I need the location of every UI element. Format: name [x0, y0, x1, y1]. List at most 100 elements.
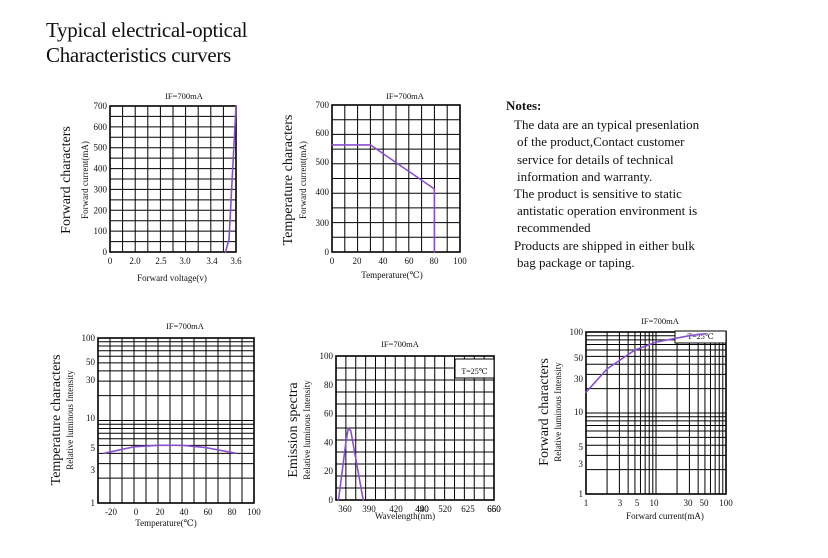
x-tick-label: 80	[430, 256, 440, 266]
y-tick-label: 700	[94, 101, 108, 111]
x-tick-label: 80	[228, 507, 238, 517]
data-point	[606, 368, 608, 370]
y-tick-label: 10	[86, 413, 96, 423]
y-tick-label: 0	[325, 247, 330, 257]
y-axis-label-sub: Relative luminous Intensity	[65, 370, 75, 470]
y-tick-label: 10	[574, 407, 584, 417]
x-tick-label: 60	[204, 507, 214, 517]
x-tick-label: 625	[461, 504, 475, 514]
y-tick-label: 3	[91, 465, 96, 475]
annotation-box	[454, 358, 495, 379]
note-line: of the product,Contact customer	[517, 134, 685, 150]
note-line: service for details of technical	[517, 151, 674, 167]
chart-title: IF=700mA	[381, 339, 420, 349]
y-tick-label: 50	[574, 353, 584, 363]
y-axis-label-sub: Relative luminous Intensity	[553, 362, 563, 462]
y-axis-label-main: Emission spectra	[286, 382, 301, 478]
data-point	[235, 452, 237, 454]
series-line	[332, 144, 436, 252]
chart-5: T=25℃ 1 3 5 10 30 50 100 1 3 5 10 30 50 100 IF=700mA For…	[537, 316, 733, 521]
note-line: recommended	[517, 220, 591, 236]
x-tick-label: 1	[584, 498, 589, 508]
data-point	[350, 430, 352, 432]
y-tick-label: 1	[579, 489, 584, 499]
chart-3: -20 0 20 40 60 80 100 1 3 5 10 30 50 100 IF=700mA Tempe…	[49, 321, 261, 528]
plot-frame	[585, 331, 727, 495]
data-point	[331, 144, 333, 146]
y-tick-label: 30	[86, 375, 96, 385]
y-tick-label: 50	[86, 357, 96, 367]
y-axis-label-main: Forward characters	[59, 126, 74, 234]
x-tick-label: 5	[635, 498, 640, 508]
data-point	[585, 391, 587, 393]
notes-panel: Notes: The data are an typical presenlat…	[506, 97, 806, 271]
x-tick-label: 10	[650, 498, 660, 508]
y-tick-label: 100	[570, 327, 584, 337]
y-tick-label: 700	[316, 100, 330, 110]
x-tick-label: 0	[330, 256, 335, 266]
notes-lines: The data are an typical presenlation of t…	[506, 116, 806, 271]
x-axis-label: Forward current(mA)	[626, 511, 704, 521]
x-tick-label: 390	[362, 504, 376, 514]
y-tick-label: 5	[91, 443, 96, 453]
y-tick-label: 80	[324, 380, 334, 390]
data-point	[157, 444, 159, 446]
y-tick-label: 100	[94, 226, 108, 236]
plot-frame	[97, 337, 255, 504]
x-tick-label: 3	[618, 498, 623, 508]
x-tick-label: 20	[156, 507, 166, 517]
data-point	[228, 238, 230, 241]
x-axis-label: Temperature(℃)	[361, 270, 422, 280]
note-line: information and warranty.	[517, 168, 653, 184]
x-axis-label: Wavelength(nm)	[375, 511, 435, 521]
y-axis-label-main: Temperature characters	[281, 115, 296, 246]
y-tick-label: 300	[94, 184, 108, 194]
grid	[97, 337, 255, 504]
chart-title: IF=700mA	[386, 91, 425, 101]
y-tick-label: 5	[579, 442, 584, 452]
data-point	[133, 446, 135, 448]
x-tick-label: 60	[405, 256, 415, 266]
y-tick-label: 400	[316, 187, 330, 197]
x-tick-label: 650	[487, 504, 501, 514]
page-heading-line1: Typical electrical-optical	[46, 18, 248, 42]
data-point	[337, 499, 340, 501]
y-tick-label: 0	[329, 495, 334, 505]
y-tick-label: 300	[316, 218, 330, 228]
y-tick-label: 500	[94, 143, 108, 153]
y-tick-label: 20	[324, 466, 334, 476]
data-point	[103, 452, 105, 454]
data-point	[362, 499, 364, 501]
y-tick-label: 600	[316, 128, 330, 138]
y-tick-label: 100	[320, 351, 334, 361]
y-tick-label: 400	[94, 164, 108, 174]
chart-title: IF=700mA	[641, 316, 680, 326]
data-point	[224, 251, 227, 253]
x-tick-label: 100	[719, 498, 733, 508]
data-point	[369, 144, 371, 146]
chart-title: IF=700mA	[165, 91, 204, 101]
x-tick-label: 0	[134, 507, 139, 517]
note-line: bag package or taping.	[517, 254, 635, 270]
x-tick-label: 420	[389, 504, 403, 514]
x-tick-label: 40	[379, 256, 389, 266]
y-tick-label: 3	[579, 459, 584, 469]
x-tick-label: 2.0	[129, 256, 141, 266]
y-tick-label: 0	[103, 247, 108, 257]
x-tick-label: 40	[180, 507, 190, 517]
note-line: The product is sensitive to static	[514, 186, 682, 202]
y-axis-label-sub: Forward current(mA)	[80, 141, 90, 219]
x-axis-label: Forward voltage(v)	[137, 273, 207, 283]
chart-1: 0 2.0 2.5 3.0 3.4 3.6 0 100 200 300 400 500 600 700 IF…	[59, 91, 242, 283]
y-tick-label: 500	[316, 157, 330, 167]
x-tick-label: 2.5	[155, 256, 167, 266]
data-point	[433, 188, 435, 190]
x-tick-label: 20	[353, 256, 363, 266]
data-point	[347, 427, 349, 429]
x-tick-label: 490	[415, 504, 429, 514]
data-point	[704, 333, 706, 335]
x-tick-label: 3.0	[179, 256, 191, 266]
x-tick-label: 50	[700, 498, 710, 508]
x-tick-label: -20	[105, 507, 117, 517]
